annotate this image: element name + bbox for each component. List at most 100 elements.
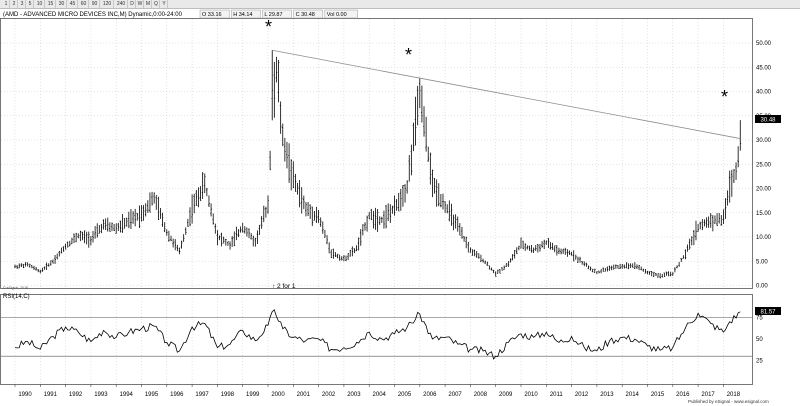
x-tick-label: 2010 (524, 392, 538, 398)
ohlc-bar (644, 269, 647, 274)
ohlc-bar (332, 248, 335, 259)
ohlc-bar (469, 247, 472, 253)
ohlc-bar (517, 245, 520, 251)
ohlc-bar (547, 237, 550, 249)
x-tick-label: 1993 (94, 392, 108, 398)
ohlc-bar (340, 256, 343, 261)
ohlc-bar (659, 273, 662, 279)
ohlc-bar (298, 179, 301, 208)
x-tick-label: 2003 (347, 392, 361, 398)
ohlc-bar (737, 146, 740, 168)
ohlc-bar (416, 85, 419, 126)
ohlc-bar (140, 205, 143, 222)
ohlc-bar (655, 272, 657, 277)
ohlc-bar (690, 236, 693, 246)
y-tick-label: 45.00 (756, 65, 772, 71)
interval-button-120[interactable]: 120 (101, 0, 114, 8)
ohlc-bar (716, 213, 718, 226)
ohlc-bar (558, 247, 560, 255)
ohlc-bar (56, 253, 59, 260)
ohlc-bar (49, 260, 52, 266)
ohlc-bar (345, 255, 347, 262)
x-tick-label: 1995 (145, 392, 159, 398)
interval-button-D[interactable]: D (129, 0, 136, 8)
ohlc-bar (123, 218, 126, 229)
ohlc-bar (85, 231, 88, 245)
ohlc-bar (562, 248, 565, 254)
interval-button-30[interactable]: 30 (57, 0, 67, 8)
ohlc-bar (326, 235, 328, 245)
ohlc-bar (490, 267, 493, 271)
ohlc-bar (229, 241, 231, 250)
ohlc-box-o (199, 9, 230, 19)
ohlc-bar (629, 263, 632, 268)
ohlc-bar (357, 237, 360, 251)
ohlc-bar (528, 245, 531, 251)
interval-button-3[interactable]: 3 (19, 0, 26, 8)
interval-button-W[interactable]: W (137, 0, 144, 8)
x-tick-label: 1998 (221, 392, 235, 398)
ohlc-bar (39, 269, 42, 274)
ohlc-bar (574, 254, 577, 260)
ohlc-bar (324, 229, 326, 238)
ohlc-bar (397, 192, 400, 212)
ohlc-bar (343, 255, 345, 262)
ohlc-bar (237, 229, 240, 238)
ohlc-bar (549, 242, 552, 250)
ohlc-bar (113, 223, 115, 232)
interval-button-Y[interactable]: Y (161, 0, 168, 8)
ohlc-bar (294, 173, 297, 192)
ohlc-bar (703, 219, 706, 227)
interval-button-15[interactable]: 15 (46, 0, 56, 8)
ohlc-bar (587, 265, 590, 270)
resistance-trendline[interactable] (272, 49, 741, 139)
interval-button-5[interactable]: 5 (27, 0, 34, 8)
ohlc-bar (250, 232, 253, 240)
x-tick-label: 2013 (600, 392, 614, 398)
ohlc-bar (157, 196, 160, 221)
interval-button-2[interactable]: 2 (11, 0, 18, 8)
ohlc-value-o: O 33.16 (202, 12, 222, 18)
interval-button-Q[interactable]: Q (153, 0, 160, 8)
ohlc-bar (54, 254, 56, 264)
rsi-line (14, 309, 741, 360)
ohlc-bar (718, 213, 721, 224)
ohlc-bar (669, 271, 672, 277)
y-tick-label: 20.00 (756, 187, 772, 193)
ohlc-bar (153, 192, 156, 204)
ohlc-bar (260, 215, 263, 229)
interval-button-240[interactable]: 240 (115, 0, 128, 8)
ohlc-bar (739, 120, 742, 151)
ohlc-box-vol (324, 9, 358, 19)
ohlc-bar (68, 240, 71, 247)
ohlc-bar (119, 220, 122, 233)
ohlc-bar (338, 254, 341, 261)
interval-button-90[interactable]: 90 (90, 0, 100, 8)
ohlc-bar (117, 222, 120, 232)
ohlc-bar (638, 265, 640, 271)
ohlc-bar (22, 263, 25, 269)
ohlc-bar (652, 271, 655, 277)
ohlc-bar (728, 170, 731, 203)
x-tick-label: 1990 (18, 392, 32, 398)
ohlc-bar (81, 231, 84, 241)
ohlc-bar (418, 78, 421, 109)
ohlc-bar (606, 266, 609, 272)
interval-button-45[interactable]: 45 (68, 0, 78, 8)
ohlc-bar (442, 193, 444, 210)
ohlc-bar (361, 224, 364, 236)
interval-button-M[interactable]: M (145, 0, 152, 8)
ohlc-bar (14, 264, 16, 268)
ohlc-bar (28, 263, 31, 268)
interval-button-10[interactable]: 10 (35, 0, 45, 8)
ohlc-bar (300, 187, 303, 214)
ohlc-bar (136, 212, 139, 221)
interval-button-1[interactable]: 1 (3, 0, 10, 8)
interval-button-60[interactable]: 60 (79, 0, 89, 8)
ohlc-bar (631, 263, 634, 268)
ohlc-bar (458, 223, 461, 236)
ohlc-bar (513, 250, 516, 259)
ohlc-bar (515, 247, 518, 255)
ohlc-bar (104, 218, 107, 231)
ohlc-bar (66, 241, 69, 248)
